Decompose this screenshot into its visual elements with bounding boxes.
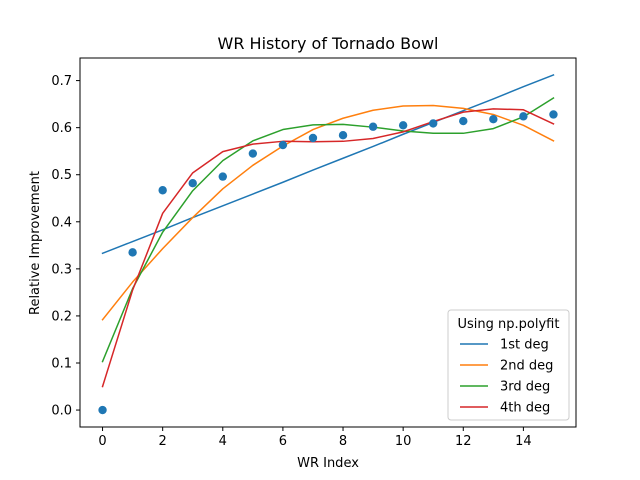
y-tick-label: 0.5 — [51, 168, 72, 183]
plot-frame — [79, 57, 577, 428]
x-axis-label: WR Index — [297, 456, 359, 471]
series-line-4 — [101, 108, 555, 388]
legend-label-1: 1st deg — [500, 338, 549, 353]
y-tick-label: 0.7 — [51, 74, 72, 89]
data-point — [429, 119, 438, 128]
y-tick-label: 0.3 — [51, 262, 72, 277]
legend: Using np.polyfit 1st deg 2nd deg 3rd deg 4t… — [447, 309, 570, 421]
data-point — [338, 130, 348, 140]
data-point — [519, 112, 528, 121]
x-tick-label: 2 — [159, 434, 167, 449]
data-point — [278, 140, 288, 150]
x-tick-label: 10 — [395, 434, 412, 449]
legend-entries: 1st deg 2nd deg 3rd deg 4th deg — [460, 338, 553, 416]
y-tick-label: 0.6 — [51, 121, 72, 136]
legend-title: Using np.polyfit — [458, 317, 560, 332]
y-axis-label: Relative Improvement — [28, 171, 43, 315]
y-tick-label: 0.4 — [51, 215, 72, 230]
data-point — [128, 248, 137, 257]
x-axis: 0 2 4 6 8 10 12 14 — [98, 427, 532, 449]
data-point — [188, 179, 197, 188]
data-point — [459, 116, 468, 126]
data-point — [398, 121, 408, 130]
data-point — [308, 133, 318, 143]
data-point — [98, 405, 107, 415]
x-tick-label: 14 — [515, 434, 532, 449]
x-tick-label: 6 — [279, 434, 287, 449]
data-point — [158, 186, 167, 195]
series-line-3 — [101, 96, 555, 363]
x-tick-label: 8 — [339, 434, 347, 449]
series-line-1 — [101, 73, 555, 255]
legend-label-2: 2nd deg — [500, 359, 553, 374]
x-tick-label: 4 — [219, 434, 227, 449]
legend-label-3: 3rd deg — [500, 380, 550, 395]
y-tick-label: 0.1 — [51, 356, 72, 371]
x-tick-label: 12 — [455, 434, 472, 449]
data-point — [248, 149, 258, 158]
chart-title: WR History of Tornado Bowl — [218, 34, 439, 53]
y-axis: 0.0 0.1 0.2 0.3 0.4 0.5 0.6 0.7 — [51, 74, 80, 419]
y-tick-label: 0.0 — [51, 404, 72, 419]
data-point — [549, 110, 558, 119]
data-point — [489, 114, 498, 124]
y-tick-label: 0.2 — [51, 309, 72, 324]
plot-area — [98, 73, 558, 415]
x-tick-label: 0 — [98, 434, 106, 449]
data-point — [368, 122, 378, 131]
legend-box — [447, 309, 570, 421]
data-point — [218, 172, 227, 181]
legend-label-4: 4th deg — [500, 401, 550, 416]
